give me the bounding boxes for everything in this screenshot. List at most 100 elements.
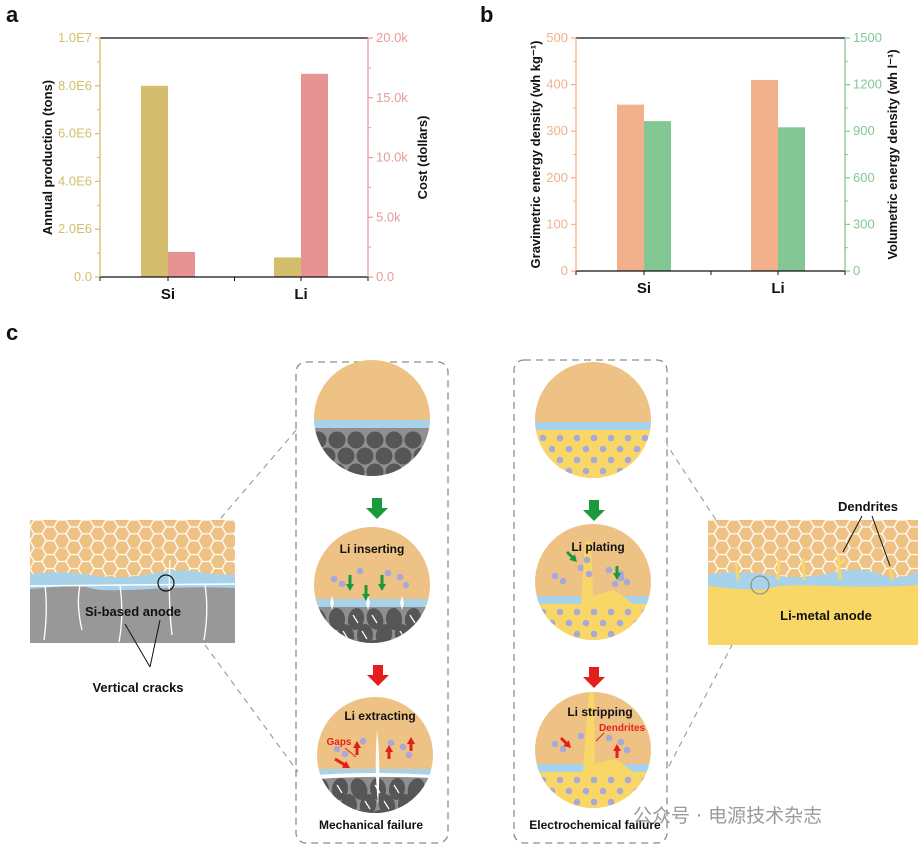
li-ion	[333, 745, 341, 753]
li-atom	[548, 787, 556, 795]
insert-arrow-icon	[569, 554, 577, 562]
si-particle	[328, 608, 346, 630]
bar-si-left	[141, 85, 168, 277]
li-ion	[559, 745, 567, 753]
li-atom	[548, 619, 556, 627]
li-atom	[590, 630, 598, 638]
magnify-circle-icon	[157, 574, 175, 592]
li-atom	[641, 456, 649, 464]
li-atom	[616, 467, 624, 475]
li-atom	[624, 456, 632, 464]
y-axis-label: Annual production (tons)	[40, 80, 55, 235]
li-atom	[583, 556, 591, 564]
si-particle	[328, 431, 346, 449]
li-atom	[565, 445, 573, 453]
particle-crack	[383, 800, 390, 810]
si-particle	[337, 447, 355, 465]
y2-tick-label: 0.0	[376, 269, 394, 284]
si-particle	[314, 463, 327, 476]
insert-arrow-icon	[346, 584, 354, 591]
li-atom	[599, 787, 607, 795]
li-atom	[539, 456, 547, 464]
li-atom	[590, 434, 598, 442]
li-atom	[607, 630, 615, 638]
li-ion	[356, 567, 364, 575]
y-tick-label: 500	[546, 30, 568, 45]
si-particle	[356, 447, 374, 465]
si-particle	[385, 640, 403, 643]
red-down-arrow-icon	[583, 667, 605, 688]
y2-tick-label: 900	[853, 123, 875, 138]
y2-tick-label: 10.0k	[376, 150, 408, 165]
li-atom	[573, 434, 581, 442]
sei-layer	[314, 420, 430, 428]
li-ion	[405, 751, 413, 759]
gaps-pointer	[344, 747, 357, 758]
li-atom	[607, 608, 615, 616]
li-ion	[559, 577, 567, 585]
li-atom	[582, 445, 590, 453]
li-atom	[624, 798, 632, 806]
li-ion	[577, 564, 585, 572]
li-atom	[565, 619, 573, 627]
x-tick-label: Li	[294, 286, 307, 303]
li-atom	[590, 798, 598, 806]
li-ion	[341, 750, 349, 758]
si-circle-inserting	[314, 527, 430, 643]
si-particle	[347, 431, 365, 449]
y2-tick-label: 5.0k	[376, 209, 401, 224]
li-atom	[573, 456, 581, 464]
li-ion	[605, 566, 613, 574]
insert-arrow-icon	[362, 594, 370, 601]
si-particle	[385, 608, 403, 630]
li-atom	[633, 619, 641, 627]
particle-crack	[326, 800, 333, 810]
li-atom	[599, 445, 607, 453]
li-atom	[616, 619, 624, 627]
li-atom	[548, 467, 556, 475]
li-atom	[607, 434, 615, 442]
li-atom	[633, 445, 641, 453]
si-particle	[314, 640, 327, 643]
li-atom	[641, 434, 649, 442]
watermark: 公众号 · 电源技术杂志	[633, 805, 822, 827]
bar-si-right	[644, 121, 671, 271]
diagram-c: Si-based anode Vertical cracks Dendrites…	[29, 359, 918, 844]
bar-li-right	[301, 73, 328, 277]
y-tick-label: 400	[546, 77, 568, 92]
li-atom	[565, 787, 573, 795]
li-stripping-label: Li stripping	[567, 705, 632, 719]
li-atom	[556, 434, 564, 442]
li-atom	[624, 434, 632, 442]
li-atom	[539, 608, 547, 616]
li-ion	[399, 743, 407, 751]
li-ion	[359, 737, 367, 745]
y2-axis-label: Cost (dollars)	[415, 116, 430, 200]
particle-crack	[336, 784, 343, 794]
li-atom	[585, 570, 593, 578]
panel-label-c: c	[6, 320, 18, 345]
li-ion	[623, 578, 631, 586]
si-particle	[416, 794, 433, 813]
li-ion	[577, 732, 585, 740]
green-down-arrow-icon	[366, 498, 388, 519]
y2-tick-label: 20.0k	[376, 30, 408, 45]
particle-crack	[409, 614, 416, 624]
y-tick-label: 300	[546, 123, 568, 138]
y2-axis-label: Volumetric energy density (wh l⁻¹)	[885, 49, 900, 259]
li-atom	[582, 467, 590, 475]
li-ion	[384, 569, 392, 577]
li-atom	[599, 619, 607, 627]
electrochemical-box	[513, 359, 668, 844]
si-anode-label: Si-based anode	[85, 604, 181, 619]
dendrites-pointer	[595, 732, 605, 742]
particle-crack	[421, 800, 428, 810]
y2-tick-label: 600	[853, 170, 875, 185]
bar-si-right	[168, 251, 195, 277]
si-particle	[413, 447, 430, 465]
li-ion	[617, 738, 625, 746]
li-atom	[641, 776, 649, 784]
y-tick-label: 0	[561, 263, 568, 278]
li-circle-plating	[535, 524, 651, 640]
li-atom	[607, 798, 615, 806]
